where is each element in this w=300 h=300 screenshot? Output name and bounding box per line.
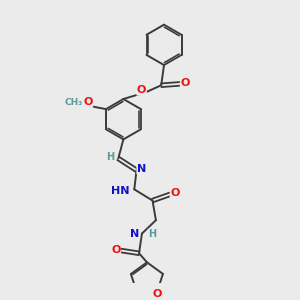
Text: O: O <box>137 85 146 95</box>
Text: N: N <box>137 164 146 174</box>
Text: CH₃: CH₃ <box>64 98 83 106</box>
Text: N: N <box>130 229 140 239</box>
Text: H: H <box>148 229 156 239</box>
Text: O: O <box>111 245 121 255</box>
Text: H: H <box>106 152 115 162</box>
Text: O: O <box>153 289 162 299</box>
Text: HN: HN <box>111 186 129 196</box>
Text: O: O <box>180 78 190 88</box>
Text: O: O <box>170 188 180 198</box>
Text: O: O <box>83 98 93 107</box>
